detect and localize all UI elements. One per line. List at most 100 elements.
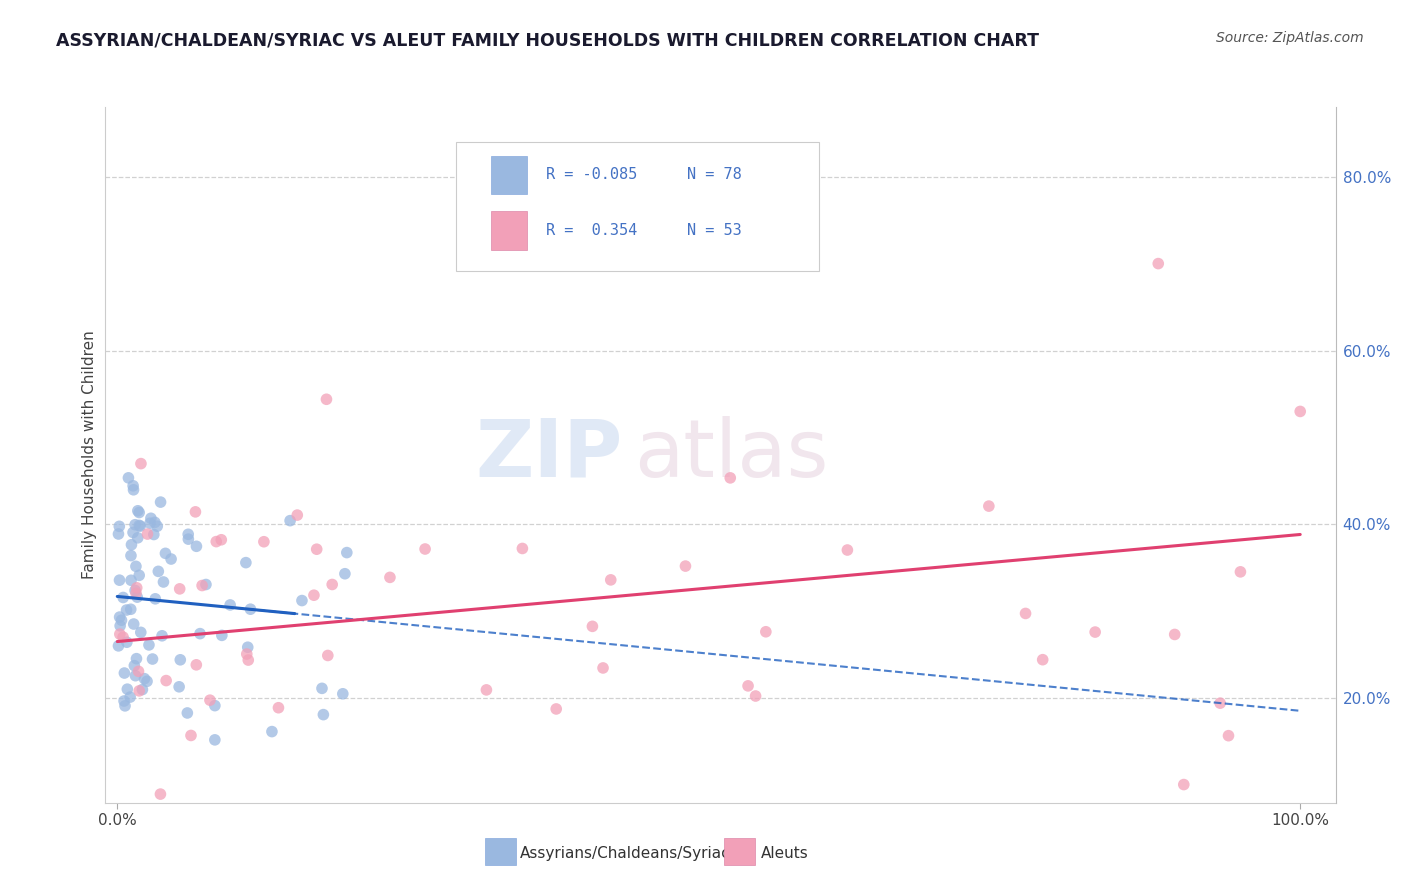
- Text: ZIP: ZIP: [475, 416, 621, 494]
- Point: [110, 613, 132, 627]
- Text: atlas: atlas: [634, 416, 828, 494]
- Point: [127, 504, 149, 518]
- Point: [155, 546, 177, 560]
- Point: [1289, 404, 1312, 418]
- Point: [305, 542, 328, 557]
- Point: [204, 698, 226, 713]
- Point: [1173, 778, 1195, 792]
- Point: [312, 707, 335, 722]
- Point: [592, 661, 614, 675]
- Point: [152, 574, 174, 589]
- Point: [117, 682, 139, 697]
- Point: [107, 639, 129, 653]
- Point: [236, 647, 259, 661]
- Text: Source: ZipAtlas.com: Source: ZipAtlas.com: [1216, 31, 1364, 45]
- Point: [737, 679, 759, 693]
- FancyBboxPatch shape: [456, 142, 820, 270]
- Text: Assyrians/Chaldeans/Syriacs: Assyrians/Chaldeans/Syriacs: [520, 847, 738, 861]
- Point: [125, 586, 148, 600]
- Text: ASSYRIAN/CHALDEAN/SYRIAC VS ALEUT FAMILY HOUSEHOLDS WITH CHILDREN CORRELATION CH: ASSYRIAN/CHALDEAN/SYRIAC VS ALEUT FAMILY…: [56, 31, 1039, 49]
- Text: N = 78: N = 78: [688, 168, 742, 182]
- Point: [977, 499, 1000, 513]
- Point: [125, 581, 148, 595]
- Point: [239, 602, 262, 616]
- Text: N = 53: N = 53: [688, 223, 742, 238]
- Point: [1032, 653, 1054, 667]
- Point: [238, 653, 260, 667]
- Point: [186, 657, 208, 672]
- Point: [1218, 729, 1240, 743]
- Point: [581, 619, 603, 633]
- Point: [188, 626, 211, 640]
- Point: [1014, 607, 1036, 621]
- Point: [1147, 257, 1170, 271]
- Point: [120, 574, 142, 588]
- Point: [837, 543, 859, 558]
- Point: [139, 511, 162, 525]
- Point: [744, 689, 766, 703]
- Point: [121, 538, 143, 552]
- Point: [120, 690, 142, 704]
- Point: [1084, 625, 1107, 640]
- Point: [128, 684, 150, 698]
- Point: [291, 593, 314, 607]
- Point: [108, 573, 131, 587]
- Point: [599, 573, 621, 587]
- Point: [125, 651, 148, 665]
- Point: [117, 471, 139, 485]
- Point: [108, 610, 131, 624]
- Point: [546, 702, 568, 716]
- Point: [108, 519, 131, 533]
- Text: Aleuts: Aleuts: [761, 847, 808, 861]
- Point: [169, 653, 191, 667]
- Point: [128, 665, 150, 679]
- Point: [278, 514, 301, 528]
- Point: [129, 457, 152, 471]
- Point: [260, 724, 283, 739]
- Point: [1163, 627, 1185, 641]
- Point: [236, 640, 259, 655]
- Point: [136, 674, 159, 689]
- Point: [253, 534, 276, 549]
- Point: [1229, 565, 1251, 579]
- Point: [378, 570, 401, 584]
- Point: [108, 627, 131, 641]
- Point: [125, 559, 148, 574]
- Point: [205, 534, 228, 549]
- Point: [112, 666, 135, 681]
- Point: [198, 693, 221, 707]
- Point: [124, 658, 146, 673]
- Point: [136, 527, 159, 541]
- Point: [112, 630, 135, 644]
- Point: [108, 619, 131, 633]
- Point: [131, 682, 153, 697]
- Point: [302, 588, 325, 602]
- Point: [128, 506, 150, 520]
- Point: [413, 541, 436, 556]
- Point: [128, 568, 150, 582]
- Point: [143, 591, 166, 606]
- Point: [128, 518, 150, 533]
- Point: [267, 700, 290, 714]
- Point: [321, 577, 343, 591]
- FancyBboxPatch shape: [491, 211, 527, 250]
- Point: [177, 532, 200, 546]
- Point: [211, 628, 233, 642]
- Point: [235, 556, 257, 570]
- Point: [115, 603, 138, 617]
- Point: [512, 541, 534, 556]
- Point: [122, 479, 145, 493]
- Point: [167, 680, 190, 694]
- Point: [122, 617, 145, 632]
- Point: [127, 590, 149, 604]
- Y-axis label: Family Households with Children: Family Households with Children: [82, 331, 97, 579]
- Point: [141, 652, 163, 666]
- Point: [146, 519, 169, 533]
- Point: [169, 582, 191, 596]
- Point: [139, 516, 162, 531]
- Point: [120, 602, 142, 616]
- Point: [150, 629, 173, 643]
- Point: [475, 682, 498, 697]
- Point: [204, 732, 226, 747]
- Point: [129, 519, 152, 533]
